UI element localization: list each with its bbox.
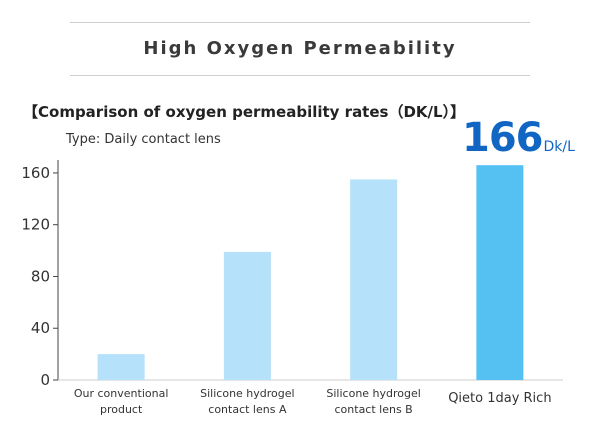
highlight-value: 166 xyxy=(462,115,543,161)
chart-title: 【Comparison of oxygen permeability rates… xyxy=(23,103,466,121)
bar xyxy=(350,179,398,380)
page-title: High Oxygen Permeability xyxy=(143,38,457,59)
y-tick-label: 160 xyxy=(21,164,50,182)
y-tick-label: 40 xyxy=(31,319,50,337)
bar xyxy=(97,354,145,380)
y-tick-label: 120 xyxy=(21,216,50,234)
x-category-label: Qieto 1day Rich xyxy=(448,391,551,406)
y-tick-label: 80 xyxy=(31,267,50,285)
x-category-label: Silicone hydrogel contact lens A xyxy=(200,387,294,416)
chart-subtitle: Type: Daily contact lens xyxy=(66,132,221,147)
x-category-label: Our conventional product xyxy=(74,387,169,416)
y-tick-label: 0 xyxy=(40,371,50,389)
heading-top-rule xyxy=(70,22,530,23)
highlight-value-callout: 166Dk/L xyxy=(462,118,575,158)
x-category-label: Silicone hydrogel contact lens B xyxy=(326,387,420,416)
heading-bottom-rule xyxy=(70,75,530,76)
highlight-unit: Dk/L xyxy=(543,139,575,155)
bar xyxy=(476,165,524,380)
bar xyxy=(223,251,271,380)
